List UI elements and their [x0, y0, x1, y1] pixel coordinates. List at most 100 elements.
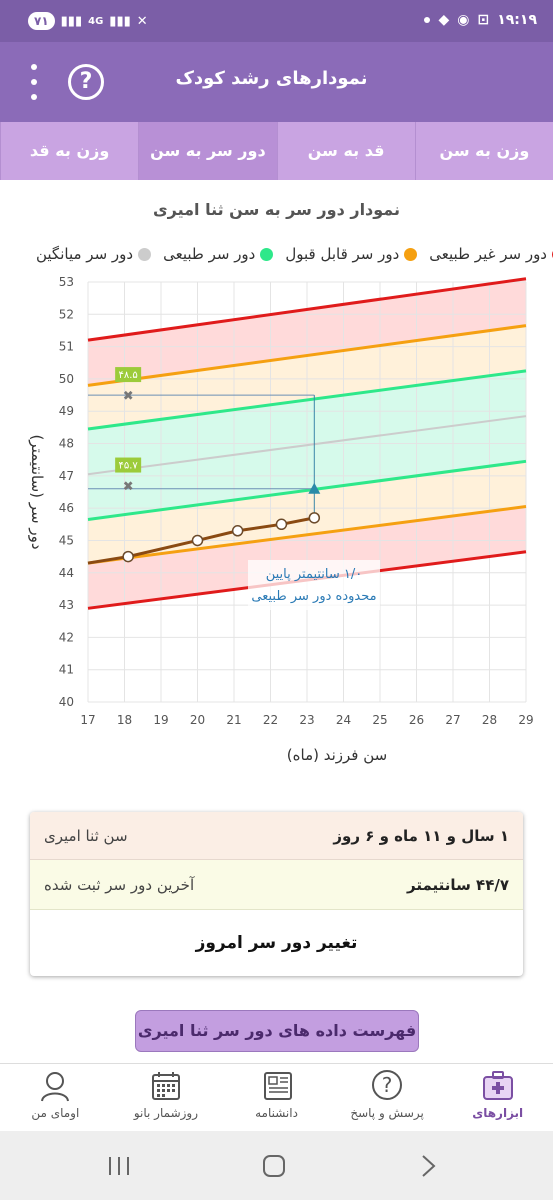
last-measure-value: ۴۴/۷ سانتیمتر — [407, 875, 509, 894]
legend-item-average[interactable]: دور سر میانگین — [36, 245, 152, 263]
x-tick-label: 25 — [372, 713, 387, 727]
user-icon — [41, 1072, 70, 1102]
last-measure-label: آخرین دور سر ثبت شده — [44, 875, 195, 894]
chart-legend: دور سر غیر طبیعی دور سر قابل قبول دور سر… — [0, 245, 553, 271]
y-tick-label: 40 — [59, 695, 74, 709]
y-tick-label: 42 — [59, 630, 74, 644]
x-tick-label: 19 — [153, 713, 168, 727]
marker-badge — [115, 457, 142, 473]
child-data-point — [231, 525, 244, 537]
app-notification-icon: ◆ — [438, 12, 450, 28]
lock-icon: ◉ — [457, 12, 470, 28]
y-tick-label: 53 — [59, 275, 74, 289]
battery-indicator: ۷۱ — [28, 12, 55, 30]
age-value: ۱ سال و ۱۱ ماه و ۶ روز — [333, 826, 509, 845]
medical-kit-icon — [482, 1071, 513, 1100]
x-tick-label: 28 — [482, 713, 497, 727]
series-line-5 — [87, 505, 527, 565]
nav-tools[interactable]: ابزارهای — [442, 1064, 553, 1131]
nav-profile[interactable]: اومای من — [0, 1064, 111, 1131]
y-tick-label: 47 — [59, 469, 74, 483]
data-list-button[interactable]: فهرست داده های دور سر ثنا امیری — [135, 1010, 419, 1052]
svg-text:?: ? — [382, 1073, 393, 1097]
bottom-nav: ابزارهای ? پرسش و پاسخ دانشنامه — [0, 1063, 553, 1131]
y-tick-label: 46 — [59, 501, 74, 515]
tab-weight-age[interactable]: وزن به سن — [414, 122, 553, 180]
legend-dot-icon — [260, 247, 274, 261]
clock-time: ۱۹:۱۹ — [497, 12, 537, 28]
tab-head-age[interactable]: دور سر به سن — [138, 122, 277, 180]
question-icon: ? — [372, 1070, 403, 1100]
y-tick-label: 41 — [59, 663, 74, 677]
notification-dot-icon — [424, 17, 431, 23]
help-button[interactable]: ? — [68, 64, 104, 100]
marker-cross-icon: ✖ — [123, 389, 134, 404]
last-measure-row: آخرین دور سر ثبت شده ۴۴/۷ سانتیمتر — [30, 860, 523, 910]
child-data-point — [275, 518, 288, 531]
legend-dot-icon — [404, 247, 418, 261]
y-axis-label: دور سر (سانتیمتر) — [28, 434, 46, 549]
age-row: سن ثنا امیری ۱ سال و ۱۱ ماه و ۶ روز — [30, 812, 523, 860]
newspaper-icon — [263, 1072, 292, 1100]
child-data-point — [122, 550, 134, 563]
y-tick-label: 50 — [59, 372, 74, 386]
recent-apps-icon[interactable] — [109, 1157, 129, 1175]
legend-dot-icon — [138, 247, 152, 261]
target-triangle — [308, 482, 321, 494]
x-tick-label: 21 — [226, 713, 241, 727]
age-label: سن ثنا امیری — [44, 826, 128, 845]
x-tick-label: 17 — [80, 713, 95, 727]
y-tick-label: 48 — [59, 437, 74, 451]
tab-bar: وزن به سن قد به سن دور سر به سن وزن به ق… — [0, 122, 553, 180]
series-line-3 — [87, 415, 527, 476]
overflow-menu-icon[interactable] — [28, 64, 40, 100]
y-tick-label: 52 — [59, 307, 74, 321]
y-tick-label: 45 — [59, 533, 74, 547]
tab-height-age[interactable]: قد به سن — [276, 122, 415, 180]
marker-badge — [115, 367, 142, 383]
x-tick-label: 27 — [445, 713, 460, 727]
legend-item-acceptable[interactable]: دور سر قابل قبول — [285, 245, 418, 263]
child-data-point — [308, 512, 321, 524]
screenshot-icon: ⊡ — [477, 12, 490, 28]
annotation-line-2: محدوده دور سر طبیعی — [251, 589, 376, 604]
nav-qa[interactable]: ? پرسش و پاسخ — [332, 1064, 443, 1131]
series-line-2 — [87, 369, 527, 431]
y-tick-label: 44 — [59, 566, 74, 580]
x-tick-label: 23 — [299, 713, 314, 727]
info-card: سن ثنا امیری ۱ سال و ۱۱ ماه و ۶ روز آخری… — [30, 812, 523, 976]
x-tick-label: 29 — [518, 713, 533, 727]
back-icon[interactable] — [422, 1155, 436, 1177]
x-tick-label: 24 — [336, 713, 351, 727]
y-tick-label: 43 — [59, 598, 74, 612]
mute-icon: ✕ — [136, 13, 148, 29]
y-tick-label: 51 — [59, 340, 74, 354]
x-tick-label: 20 — [190, 713, 205, 727]
series-line-4 — [87, 459, 527, 521]
network-type: 4G — [88, 15, 104, 27]
series-line-1 — [87, 324, 527, 387]
y-tick-label: 49 — [59, 404, 74, 418]
chart-title: نمودار دور سر به سن ثنا امیری — [152, 200, 401, 219]
head-circumference-chart[interactable]: 17 18 19 20 21 22 23 24 25 26 27 28 29 40 41 42 43 44 45 46… — [0, 270, 553, 790]
system-nav-bar — [0, 1131, 553, 1200]
x-axis-label: سن فرزند (ماه) — [287, 746, 387, 764]
change-today-button[interactable]: تغییر دور سر امروز — [195, 933, 358, 953]
status-bar: ۷۱ ▮▮▮ 4G ▮▮▮ ✕ ◆ ◉ ⊡ ۱۹:۱۹ — [0, 0, 553, 42]
annotation-line-1: ۱/۰ سانتیمتر پایین — [266, 567, 363, 582]
nav-encyclopedia[interactable]: دانشنامه — [221, 1064, 332, 1131]
child-data-point — [191, 534, 204, 547]
x-tick-label: 18 — [117, 713, 132, 727]
page-title: نمودارهای رشد کودک — [175, 68, 368, 89]
app-bar: ? نمودارهای رشد کودک — [0, 42, 553, 122]
marker-cross-icon: ✖ — [123, 480, 134, 495]
x-tick-label: 26 — [409, 713, 424, 727]
legend-item-abnormal[interactable]: دور سر غیر طبیعی — [429, 245, 553, 263]
nav-calendar[interactable]: روزشمار بانو — [111, 1064, 222, 1131]
tab-weight-height[interactable]: وزن به قد — [0, 122, 138, 180]
calendar-icon — [151, 1072, 180, 1100]
signal-icon: ▮▮▮ — [60, 13, 83, 29]
home-icon[interactable] — [263, 1155, 285, 1177]
annotation-box — [248, 560, 380, 610]
legend-item-normal[interactable]: دور سر طبیعی — [163, 245, 274, 263]
